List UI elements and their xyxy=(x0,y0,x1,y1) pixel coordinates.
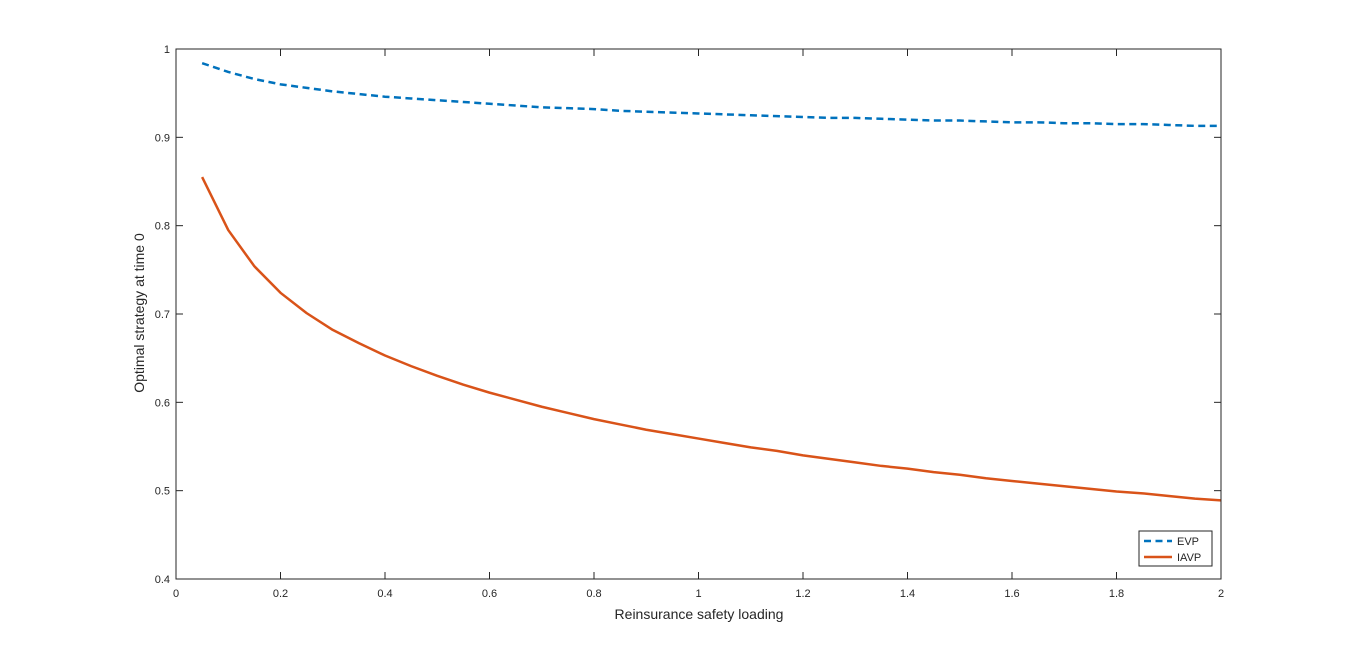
x-tick-label: 1.2 xyxy=(795,588,810,600)
legend-box xyxy=(1138,530,1213,567)
y-tick-label: 0.7 xyxy=(155,309,170,321)
y-tick-label: 0.9 xyxy=(155,132,170,144)
x-axis-label: Reinsurance safety loading xyxy=(615,606,784,622)
plot-area xyxy=(176,49,1221,579)
x-tick-label: 0.2 xyxy=(273,588,288,600)
x-tick-label: 1.6 xyxy=(1004,588,1019,600)
legend: EVP IAVP xyxy=(1138,530,1213,567)
y-tick-label: 0.4 xyxy=(155,574,170,586)
series-line-iavp xyxy=(201,176,1222,502)
x-tick-label: 1.8 xyxy=(1109,588,1124,600)
x-tick-label: 1.4 xyxy=(900,588,915,600)
x-tick-label: 0.6 xyxy=(482,588,497,600)
x-tick-label: 0.8 xyxy=(586,588,601,600)
legend-label-evp: EVP xyxy=(1177,536,1199,548)
x-tick-label: 1 xyxy=(695,588,701,600)
x-tick-label: 0.4 xyxy=(377,588,392,600)
series-line-evp xyxy=(201,61,1221,128)
x-tick-label: 0 xyxy=(173,588,179,600)
y-tick-label: 1 xyxy=(164,44,170,56)
x-tick-label: 2 xyxy=(1218,588,1224,600)
series-lines xyxy=(201,61,1222,502)
y-axis-label: Optimal strategy at time 0 xyxy=(131,233,147,393)
legend-label-iavp: IAVP xyxy=(1177,552,1201,564)
ticks: 0 0.2 0.4 0.6 0.8 1 1.2 1.4 1.6 1.8 2 0.4 0.5 0.6 0.7 0… xyxy=(155,44,1224,600)
y-tick-label: 0.6 xyxy=(155,397,170,409)
y-tick-label: 0.5 xyxy=(155,486,170,498)
y-tick-label: 0.8 xyxy=(155,221,170,233)
